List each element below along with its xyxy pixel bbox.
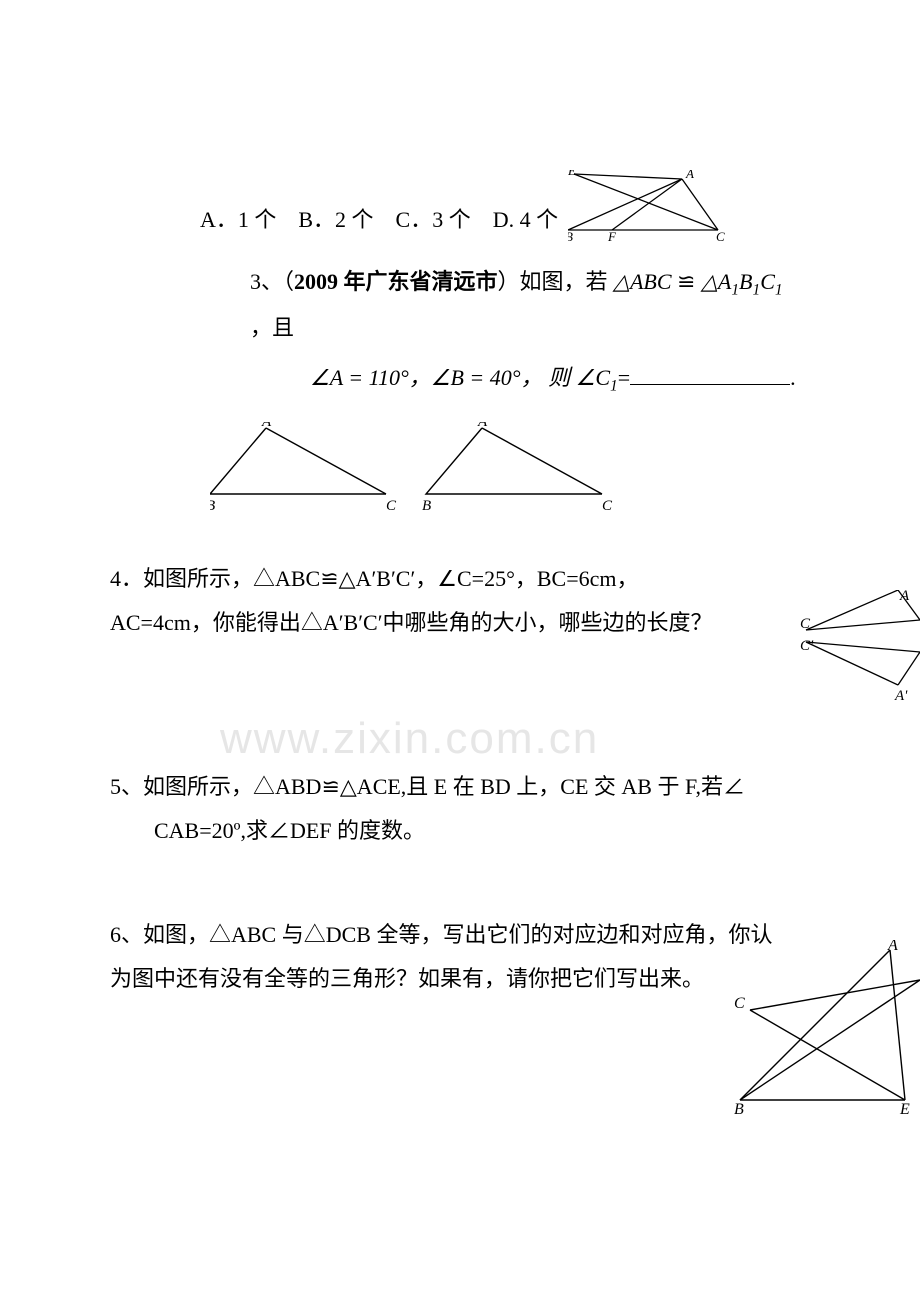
q2-label-A: A: [685, 170, 694, 181]
q2-label-C: C: [716, 229, 725, 242]
q6-block: 6、如图，△ABC 与△DCB 全等，写出它们的对应边和对应角，你认 为图中还有…: [110, 913, 810, 1001]
q3-line1: 3、（2009 年广东省清远市）如图，若 △ABC ≌ △A1B1C1 ，且: [250, 260, 810, 350]
svg-text:B: B: [734, 1101, 744, 1115]
q5-block: 5、如图所示，△ABD≌△ACE,且 E 在 BD 上，CE 交 AB 于 F,…: [110, 765, 810, 853]
q4-line2: AC=4cm，你能得出△A′B′C′中哪些角的大小，哪些边的长度？: [110, 601, 810, 645]
q5-line1: 5、如图所示，△ABD≌△ACE,且 E 在 BD 上，CE 交 AB 于 F,…: [110, 765, 810, 809]
svg-text:C: C: [386, 498, 397, 512]
q2-label-E: E: [568, 170, 576, 178]
q4-block: 4．如图所示，△ABC≌△A′B′C′，∠C=25°，BC=6cm， AC=4c…: [110, 557, 810, 645]
svg-text:A: A: [887, 940, 898, 954]
svg-text:A: A: [477, 422, 488, 430]
svg-text:A': A': [894, 688, 908, 704]
q3-line2: ∠A = 110°，∠B = 40°， 则 ∠C1=.: [310, 356, 810, 402]
svg-text:A: A: [261, 422, 272, 430]
q5-figure: A C B E: [730, 940, 920, 1115]
q6-line1: 6、如图，△ABC 与△DCB 全等，写出它们的对应边和对应角，你认: [110, 913, 810, 957]
svg-text:C': C': [800, 638, 814, 654]
q2-options: A．1 个 B．2 个 C．3 个 D. 4 个: [200, 198, 558, 242]
svg-text:A: A: [899, 590, 910, 604]
svg-text:B: B: [422, 498, 431, 512]
q2-label-B: B: [568, 229, 573, 242]
svg-text:C: C: [800, 616, 811, 632]
svg-text:B: B: [210, 498, 215, 512]
svg-text:C: C: [734, 995, 745, 1012]
q2-label-F: F: [607, 229, 617, 242]
q2-figure: E A B F C: [568, 170, 728, 242]
svg-text:E: E: [899, 1101, 910, 1115]
q5-line2: CAB=20º,求∠DEF 的度数。: [154, 809, 810, 853]
q6-line2: 为图中还有没有全等的三角形？如果有，请你把它们写出来。: [110, 957, 810, 1001]
q3-figure: A B C A B C: [210, 422, 810, 527]
q4-line1: 4．如图所示，△ABC≌△A′B′C′，∠C=25°，BC=6cm，: [110, 557, 810, 601]
q3-blank[interactable]: [630, 358, 790, 385]
q4-figure: A C C' A': [800, 590, 920, 710]
svg-text:C: C: [602, 498, 613, 512]
